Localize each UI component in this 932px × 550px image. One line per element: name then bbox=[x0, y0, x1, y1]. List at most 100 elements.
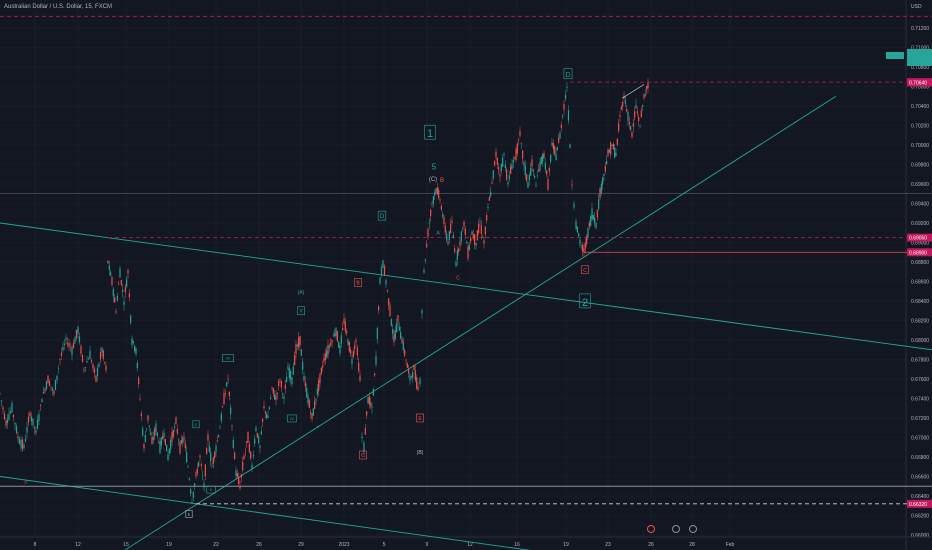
candle-body bbox=[214, 451, 216, 458]
candle-body bbox=[107, 260, 109, 264]
candle-body bbox=[39, 405, 42, 406]
candle-body bbox=[388, 298, 390, 305]
candle-body bbox=[295, 344, 297, 354]
candle-body bbox=[122, 289, 124, 293]
candle-body bbox=[87, 359, 90, 360]
candle-body bbox=[264, 411, 266, 414]
candle-body bbox=[176, 428, 178, 434]
wave-label: D bbox=[25, 479, 28, 484]
candle-body bbox=[275, 395, 277, 401]
x-axis-tick: 9 bbox=[426, 542, 429, 548]
candle-body bbox=[154, 428, 156, 436]
y-axis-tick: 0.69000 bbox=[911, 241, 929, 247]
candle-body bbox=[198, 461, 200, 467]
candle-body bbox=[402, 341, 404, 351]
candle-body bbox=[142, 428, 144, 436]
candle-body bbox=[44, 388, 46, 392]
candle-body bbox=[480, 225, 482, 234]
candle-body bbox=[624, 100, 626, 104]
candle-body bbox=[614, 147, 616, 158]
candle-body bbox=[104, 362, 106, 363]
y-axis-tick: 0.66000 bbox=[911, 533, 929, 539]
descending-channel-lower[interactable] bbox=[0, 476, 560, 550]
x-axis-tick: 26 bbox=[648, 542, 654, 548]
event-icon[interactable] bbox=[689, 525, 697, 533]
candle-body bbox=[183, 436, 185, 440]
candle-body bbox=[464, 228, 466, 235]
candle-body bbox=[460, 231, 462, 242]
candle-body bbox=[519, 130, 521, 136]
candle-body bbox=[38, 414, 40, 422]
candle-body bbox=[250, 451, 252, 459]
candle-body bbox=[436, 187, 438, 194]
candle-body bbox=[632, 123, 634, 127]
candle-body bbox=[202, 475, 204, 477]
wave-label: (B) bbox=[417, 450, 424, 456]
candle-body bbox=[111, 276, 113, 286]
descending-channel-upper[interactable] bbox=[0, 222, 932, 351]
candle-body bbox=[359, 375, 361, 381]
candle-body bbox=[21, 439, 24, 450]
candle-body bbox=[564, 94, 567, 99]
candle-body bbox=[397, 315, 399, 322]
candle-body bbox=[5, 420, 7, 427]
candle-body bbox=[254, 438, 256, 444]
candle-body bbox=[134, 345, 136, 352]
candle-body bbox=[219, 428, 221, 429]
candle-body bbox=[500, 164, 502, 171]
candle-body bbox=[116, 295, 118, 301]
candle-body bbox=[68, 343, 70, 347]
candle-body bbox=[375, 355, 377, 365]
candle-body bbox=[180, 440, 182, 444]
y-axis-tick: 0.68000 bbox=[911, 338, 929, 344]
wave-label: B bbox=[356, 280, 360, 286]
ascending-trendline[interactable] bbox=[118, 95, 837, 550]
candle-body bbox=[478, 224, 480, 233]
candle-body bbox=[538, 169, 540, 172]
candle-body bbox=[582, 245, 584, 252]
candle-body bbox=[238, 477, 240, 484]
candle-body bbox=[179, 441, 181, 454]
wave-label-box bbox=[416, 413, 424, 423]
candle-body bbox=[342, 327, 344, 330]
candle-body bbox=[234, 452, 236, 460]
candle-body bbox=[131, 338, 133, 346]
candle-body bbox=[587, 227, 589, 237]
candle-body bbox=[62, 346, 64, 351]
candle-body bbox=[474, 234, 476, 245]
candle-body bbox=[606, 160, 608, 164]
x-axis-tick: 15 bbox=[123, 542, 129, 548]
wave-label: C bbox=[583, 268, 587, 274]
event-icon[interactable] bbox=[672, 525, 680, 533]
candle-body bbox=[136, 362, 138, 369]
candle-body bbox=[270, 397, 272, 399]
candle-body bbox=[336, 331, 338, 342]
candle-body bbox=[318, 380, 320, 392]
candle-body bbox=[151, 436, 153, 444]
candle-body bbox=[168, 448, 170, 454]
wave-label: D bbox=[565, 72, 570, 79]
wave-label-box bbox=[377, 210, 387, 221]
price-tag bbox=[907, 78, 932, 87]
event-icon[interactable] bbox=[647, 525, 655, 533]
candle-body bbox=[258, 436, 260, 444]
candle-body bbox=[467, 246, 469, 259]
candle-body bbox=[327, 344, 329, 355]
candle-body bbox=[278, 381, 280, 387]
candle-body bbox=[412, 371, 414, 379]
candle-body bbox=[348, 342, 350, 352]
candle-body bbox=[386, 290, 388, 292]
wave-label: III bbox=[226, 356, 229, 361]
candle-body bbox=[41, 398, 43, 403]
candle-body bbox=[231, 425, 233, 427]
wave-label: E bbox=[188, 512, 191, 517]
candle-body bbox=[310, 412, 312, 414]
candle-body bbox=[105, 365, 107, 371]
candle-body bbox=[74, 337, 76, 344]
candle-body bbox=[172, 430, 174, 437]
candle-body bbox=[499, 174, 501, 177]
wave-label: C bbox=[456, 276, 460, 282]
candle-body bbox=[512, 160, 514, 163]
candle-body bbox=[389, 305, 391, 317]
